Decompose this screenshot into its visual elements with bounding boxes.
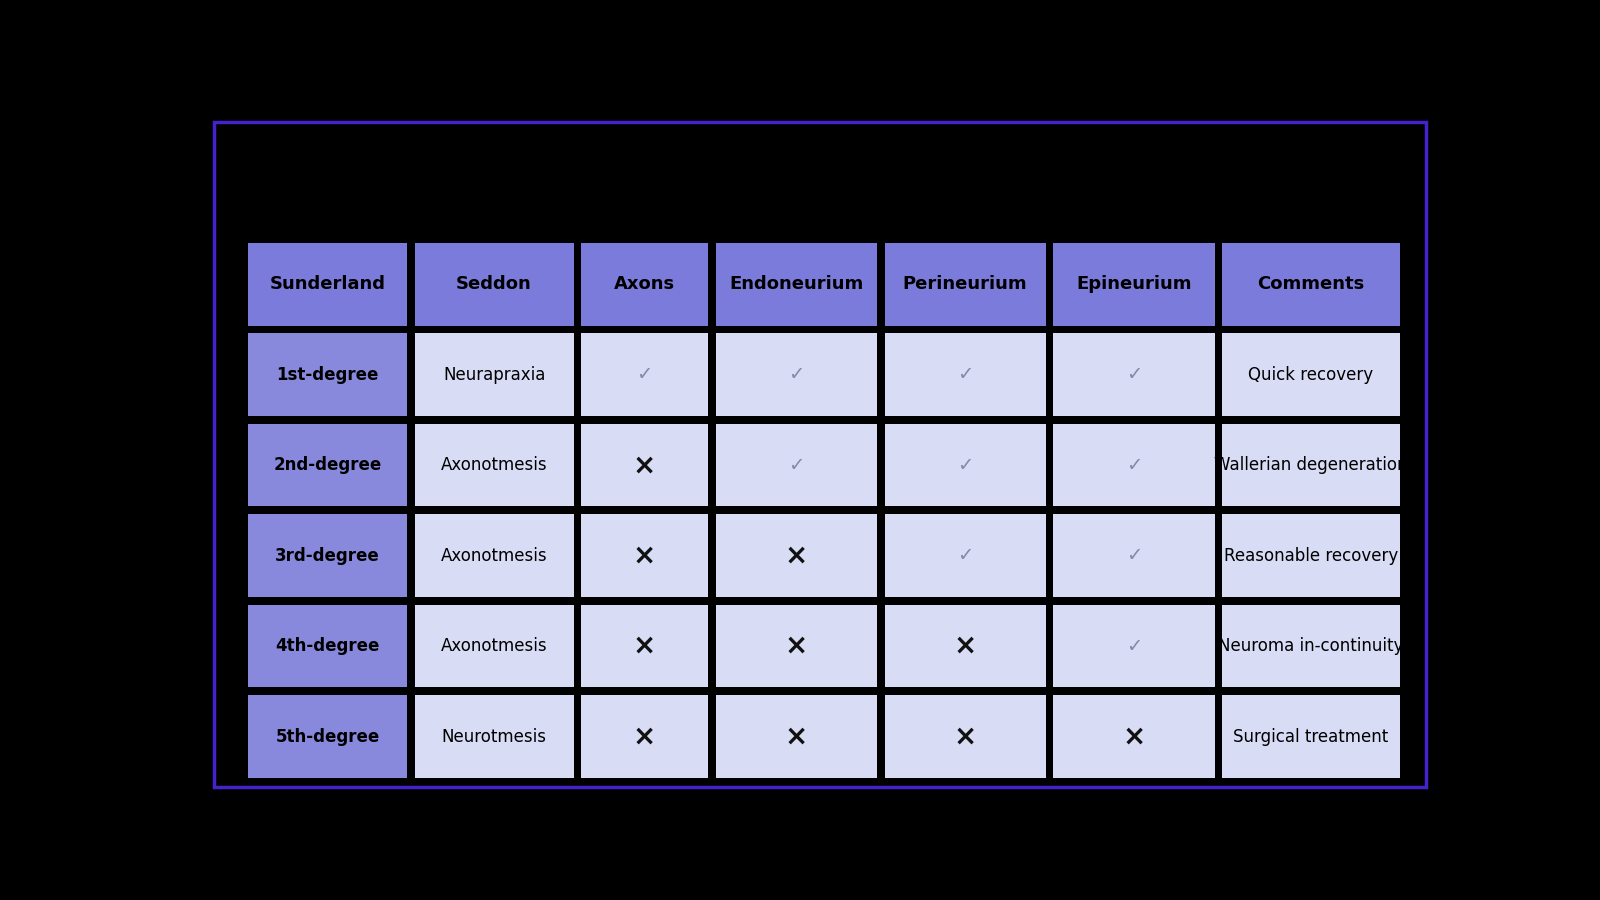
- FancyBboxPatch shape: [885, 424, 1046, 507]
- FancyBboxPatch shape: [1053, 514, 1214, 597]
- FancyBboxPatch shape: [248, 243, 406, 326]
- Text: ✓: ✓: [1126, 365, 1142, 384]
- Text: Seddon: Seddon: [456, 275, 531, 293]
- FancyBboxPatch shape: [414, 695, 573, 778]
- Text: Sunderland: Sunderland: [269, 275, 386, 293]
- Text: ×: ×: [634, 451, 656, 479]
- FancyBboxPatch shape: [1053, 424, 1214, 507]
- FancyBboxPatch shape: [715, 695, 877, 778]
- Text: ✓: ✓: [789, 365, 805, 384]
- FancyBboxPatch shape: [248, 695, 406, 778]
- Text: ×: ×: [954, 632, 976, 660]
- FancyBboxPatch shape: [581, 695, 707, 778]
- FancyBboxPatch shape: [248, 605, 406, 688]
- Text: ×: ×: [784, 542, 808, 570]
- Text: 1st-degree: 1st-degree: [277, 365, 379, 383]
- Text: ×: ×: [954, 723, 976, 751]
- FancyBboxPatch shape: [414, 243, 573, 326]
- FancyBboxPatch shape: [581, 243, 707, 326]
- FancyBboxPatch shape: [885, 605, 1046, 688]
- FancyBboxPatch shape: [1222, 605, 1400, 688]
- Text: Endoneurium: Endoneurium: [730, 275, 864, 293]
- FancyBboxPatch shape: [581, 514, 707, 597]
- FancyBboxPatch shape: [248, 514, 406, 597]
- Text: ✓: ✓: [957, 365, 973, 384]
- FancyBboxPatch shape: [414, 514, 573, 597]
- FancyBboxPatch shape: [414, 605, 573, 688]
- FancyBboxPatch shape: [885, 514, 1046, 597]
- FancyBboxPatch shape: [715, 424, 877, 507]
- FancyBboxPatch shape: [1053, 605, 1214, 688]
- Text: Neurapraxia: Neurapraxia: [443, 365, 546, 383]
- Text: Quick recovery: Quick recovery: [1248, 365, 1374, 383]
- Text: Axonotmesis: Axonotmesis: [440, 456, 547, 474]
- Text: ✓: ✓: [1126, 636, 1142, 655]
- FancyBboxPatch shape: [715, 243, 877, 326]
- FancyBboxPatch shape: [715, 514, 877, 597]
- FancyBboxPatch shape: [715, 333, 877, 416]
- Text: Neuroma in-continuity: Neuroma in-continuity: [1218, 637, 1403, 655]
- Text: Axonotmesis: Axonotmesis: [440, 546, 547, 564]
- FancyBboxPatch shape: [885, 695, 1046, 778]
- Text: 5th-degree: 5th-degree: [275, 727, 379, 745]
- FancyBboxPatch shape: [1053, 695, 1214, 778]
- Text: Reasonable recovery: Reasonable recovery: [1224, 546, 1398, 564]
- Text: ×: ×: [784, 632, 808, 660]
- Text: Wallerian degeneration: Wallerian degeneration: [1214, 456, 1408, 474]
- FancyBboxPatch shape: [885, 243, 1046, 326]
- Text: Perineurium: Perineurium: [902, 275, 1027, 293]
- Text: ✓: ✓: [637, 365, 653, 384]
- FancyBboxPatch shape: [581, 605, 707, 688]
- Text: Surgical treatment: Surgical treatment: [1234, 727, 1389, 745]
- Text: ×: ×: [634, 542, 656, 570]
- Text: ×: ×: [784, 723, 808, 751]
- FancyBboxPatch shape: [248, 333, 406, 416]
- Text: ✓: ✓: [789, 455, 805, 474]
- FancyBboxPatch shape: [885, 333, 1046, 416]
- FancyBboxPatch shape: [581, 333, 707, 416]
- Text: Epineurium: Epineurium: [1077, 275, 1192, 293]
- Text: Axonotmesis: Axonotmesis: [440, 637, 547, 655]
- Text: Neurotmesis: Neurotmesis: [442, 727, 547, 745]
- FancyBboxPatch shape: [1053, 333, 1214, 416]
- Text: ✓: ✓: [1126, 455, 1142, 474]
- Text: 🧑‍💻: 🧑‍💻: [603, 191, 646, 225]
- Text: 3rd-degree: 3rd-degree: [275, 546, 379, 564]
- FancyBboxPatch shape: [581, 424, 707, 507]
- FancyBboxPatch shape: [1053, 243, 1214, 326]
- Text: Axons: Axons: [614, 275, 675, 293]
- Text: ✓: ✓: [1126, 546, 1142, 565]
- FancyBboxPatch shape: [1222, 333, 1400, 416]
- FancyBboxPatch shape: [1222, 514, 1400, 597]
- Text: ✓: ✓: [957, 455, 973, 474]
- FancyBboxPatch shape: [414, 424, 573, 507]
- FancyBboxPatch shape: [248, 424, 406, 507]
- Text: ✓: ✓: [957, 546, 973, 565]
- Text: 4th-degree: 4th-degree: [275, 637, 379, 655]
- Text: Comments: Comments: [1258, 275, 1365, 293]
- FancyBboxPatch shape: [715, 605, 877, 688]
- FancyBboxPatch shape: [1222, 695, 1400, 778]
- Text: ×: ×: [1123, 723, 1146, 751]
- FancyBboxPatch shape: [1222, 424, 1400, 507]
- Text: 2nd-degree: 2nd-degree: [274, 456, 382, 474]
- FancyBboxPatch shape: [414, 333, 573, 416]
- FancyBboxPatch shape: [1222, 243, 1400, 326]
- Text: ×: ×: [634, 632, 656, 660]
- Text: ×: ×: [634, 723, 656, 751]
